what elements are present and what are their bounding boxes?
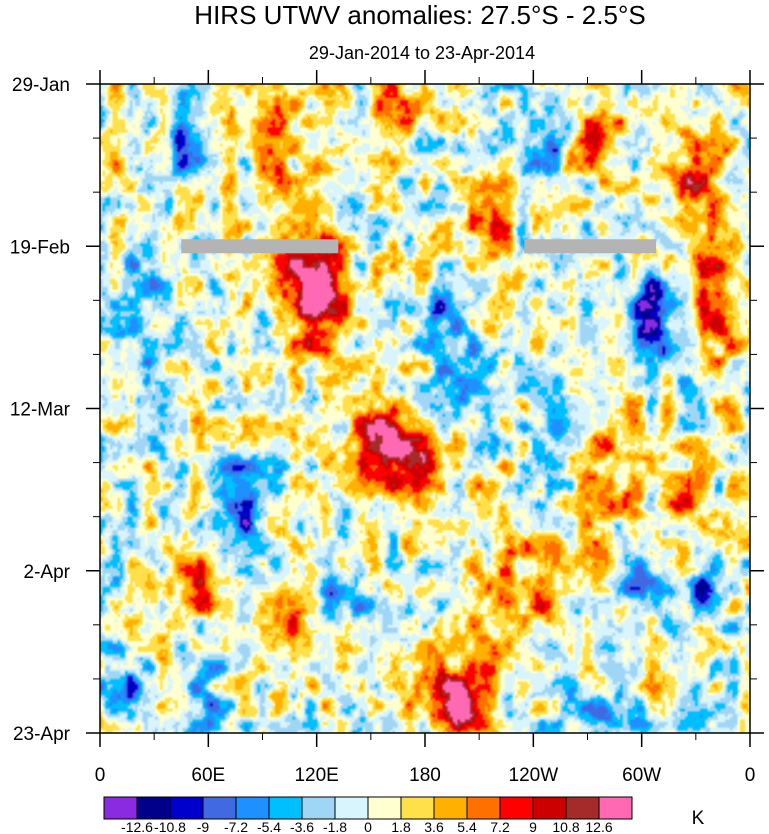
colorbar-label: -10.8 (154, 819, 186, 834)
colorbar-swatch (400, 796, 435, 820)
colorbar-label: 1.8 (391, 819, 411, 834)
missing-data-layer (181, 239, 657, 254)
colorbar-swatch (433, 796, 468, 820)
y-axis: 29-Jan 19-Feb 12-Mar 2-Apr 23-Apr (10, 75, 764, 745)
chart-subtitle: 29-Jan-2014 to 23-Apr-2014 (309, 43, 535, 63)
y-tick-label: 12-Mar (10, 400, 71, 421)
colorbar-swatch (334, 796, 369, 820)
colorbar-label: 5.4 (457, 819, 477, 834)
colorbar-swatch (466, 796, 501, 820)
plot-area (99, 83, 751, 734)
colorbar-unit: K (692, 808, 705, 829)
x-tick-label: 60W (622, 765, 661, 786)
y-tick-label: 2-Apr (24, 562, 71, 583)
colorbar-swatch (235, 796, 270, 820)
colorbar-label: -7.2 (224, 819, 248, 834)
colorbar: -12.6 -10.8 -9 -7.2 -5.4 -3.6 -1.8 0 1.8 3.6 5.4 7.… (103, 796, 633, 834)
colorbar-swatch (367, 796, 402, 820)
colorbar-swatch (169, 796, 204, 820)
colorbar-label: 0 (364, 819, 372, 834)
colorbar-swatch (532, 796, 567, 820)
x-tick-label: 120W (509, 765, 559, 786)
x-tick-label: 180 (409, 765, 441, 786)
colorbar-swatch (301, 796, 336, 820)
chart-title: HIRS UTWV anomalies: 27.5°S - 2.5°S (194, 0, 645, 30)
colorbar-swatch (565, 796, 600, 820)
colorbar-swatch (499, 796, 534, 820)
y-tick-label: 29-Jan (12, 75, 70, 96)
x-tick-label: 0 (745, 765, 756, 786)
colorbar-swatch (136, 796, 171, 820)
y-tick-label: 19-Feb (10, 237, 70, 258)
colorbar-swatch (202, 796, 237, 820)
colorbar-label: -12.6 (121, 819, 153, 834)
colorbar-label: 12.6 (585, 819, 612, 834)
x-tick-label: 60E (191, 765, 225, 786)
colorbar-label: 3.6 (424, 819, 444, 834)
missing-data-bar (181, 239, 339, 254)
colorbar-swatch (598, 796, 633, 820)
colorbar-label: 10.8 (552, 819, 579, 834)
colorbar-label: -9 (197, 819, 210, 834)
colorbar-swatch (103, 796, 138, 820)
x-tick-label: 120E (294, 765, 338, 786)
colorbar-label: 9 (529, 819, 537, 834)
colorbar-label: -3.6 (290, 819, 314, 834)
colorbar-label: -1.8 (323, 819, 347, 834)
missing-data-bar (524, 239, 657, 254)
y-tick-label: 23-Apr (13, 724, 71, 745)
colorbar-swatch (268, 796, 303, 820)
colorbar-label: 7.2 (490, 819, 510, 834)
anomaly-field (100, 84, 750, 733)
colorbar-label: -5.4 (257, 819, 281, 834)
x-tick-label: 0 (95, 765, 106, 786)
x-axis: 0 60E 120E 180 120W 60W 0 (95, 70, 756, 786)
